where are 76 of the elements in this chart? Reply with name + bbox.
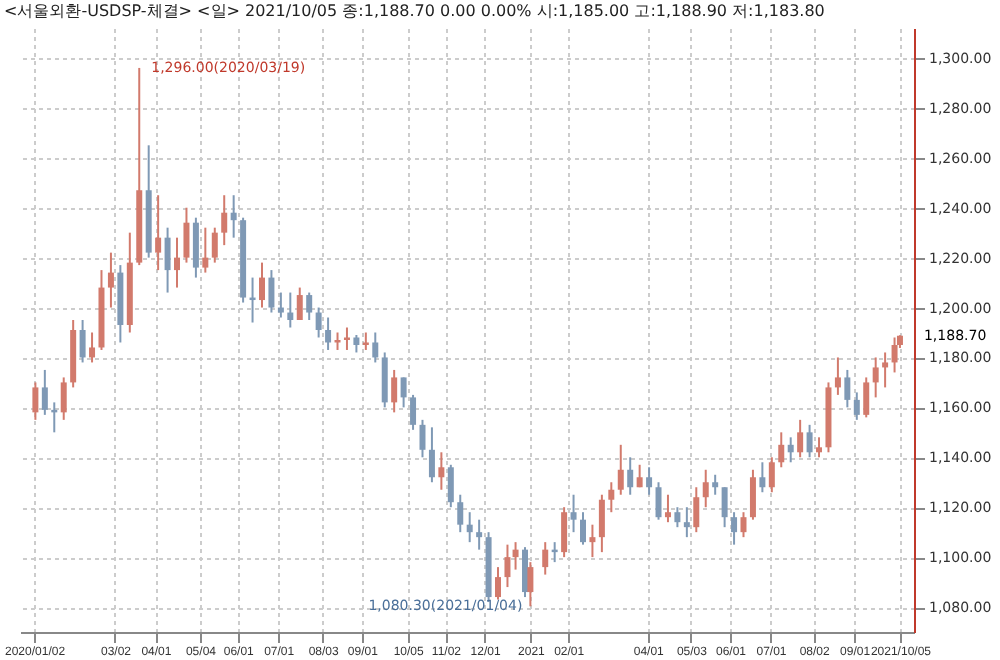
candlestick xyxy=(258,261,265,309)
candlestick xyxy=(183,206,190,264)
candlestick xyxy=(598,493,605,554)
candlestick xyxy=(296,286,303,322)
candlestick xyxy=(891,336,898,374)
candlestick xyxy=(155,194,162,272)
candlestick xyxy=(806,423,813,459)
candlestick xyxy=(268,269,275,314)
candlestick xyxy=(372,331,379,364)
candlestick xyxy=(107,251,114,309)
candlestick xyxy=(277,291,284,319)
candlestick xyxy=(230,194,237,239)
candlestick xyxy=(419,418,426,459)
candlestick xyxy=(797,418,804,459)
candlestick xyxy=(778,431,785,469)
candlestick xyxy=(759,461,766,494)
candlestick xyxy=(325,316,332,351)
candlestick xyxy=(512,541,519,571)
candlestick xyxy=(343,326,350,351)
candlestick xyxy=(438,451,445,491)
candlestick xyxy=(287,291,294,329)
candlestick xyxy=(192,216,199,279)
candlestick xyxy=(834,356,841,396)
candlestick xyxy=(542,541,549,576)
candlestick xyxy=(306,291,313,322)
candlestick xyxy=(740,511,747,539)
candlestick xyxy=(589,523,596,559)
candlestick xyxy=(693,486,700,534)
candlestick xyxy=(608,481,615,514)
candlestick xyxy=(221,194,228,247)
candlestick xyxy=(79,319,86,364)
chart-title: <서울외환-USDSP-체결> <일> 2021/10/05 종:1,188.70 0.00 0.00% 시:1,185.00 고:1,188.90 저:1,183.80 xyxy=(4,2,825,20)
candlestick xyxy=(683,506,690,539)
candlestick xyxy=(41,368,48,416)
candlestick xyxy=(476,518,483,551)
candlestick xyxy=(872,356,879,399)
candlestick xyxy=(202,226,209,274)
candlestick xyxy=(495,566,502,601)
candlestick xyxy=(410,393,417,431)
candlestick xyxy=(664,493,671,524)
candlestick xyxy=(646,466,653,496)
candlestick xyxy=(702,468,709,509)
candlestick xyxy=(211,226,218,264)
candlestick xyxy=(768,456,775,494)
candlestick xyxy=(32,381,39,421)
candlestick xyxy=(749,468,756,521)
candlestick xyxy=(400,376,407,409)
candlestick xyxy=(712,473,719,496)
candlestick xyxy=(428,426,435,484)
candlestick xyxy=(863,376,870,419)
candlestick xyxy=(617,443,624,496)
candlestick xyxy=(787,436,794,464)
candlestick xyxy=(527,561,534,608)
candlestick xyxy=(882,351,889,389)
candlestick xyxy=(561,506,568,559)
candlestick xyxy=(381,351,388,409)
candlestick xyxy=(579,511,586,546)
candlestick xyxy=(60,376,67,421)
candlestick xyxy=(853,391,860,421)
candlestick xyxy=(457,493,464,534)
candlestick xyxy=(655,481,662,521)
candlestick xyxy=(174,236,181,289)
candlestick xyxy=(674,506,681,529)
candlestick xyxy=(627,456,634,496)
candlestick xyxy=(164,226,171,294)
candlestick xyxy=(89,331,96,364)
candlestick xyxy=(466,511,473,544)
candlestick xyxy=(504,543,511,589)
candlestick xyxy=(816,436,823,459)
candlestick xyxy=(447,463,454,509)
candlestick xyxy=(315,306,322,339)
candlestick xyxy=(391,368,398,414)
candlestick xyxy=(844,368,851,409)
candlestick xyxy=(570,493,577,534)
candlestick xyxy=(731,511,738,546)
candlestick xyxy=(721,486,728,529)
